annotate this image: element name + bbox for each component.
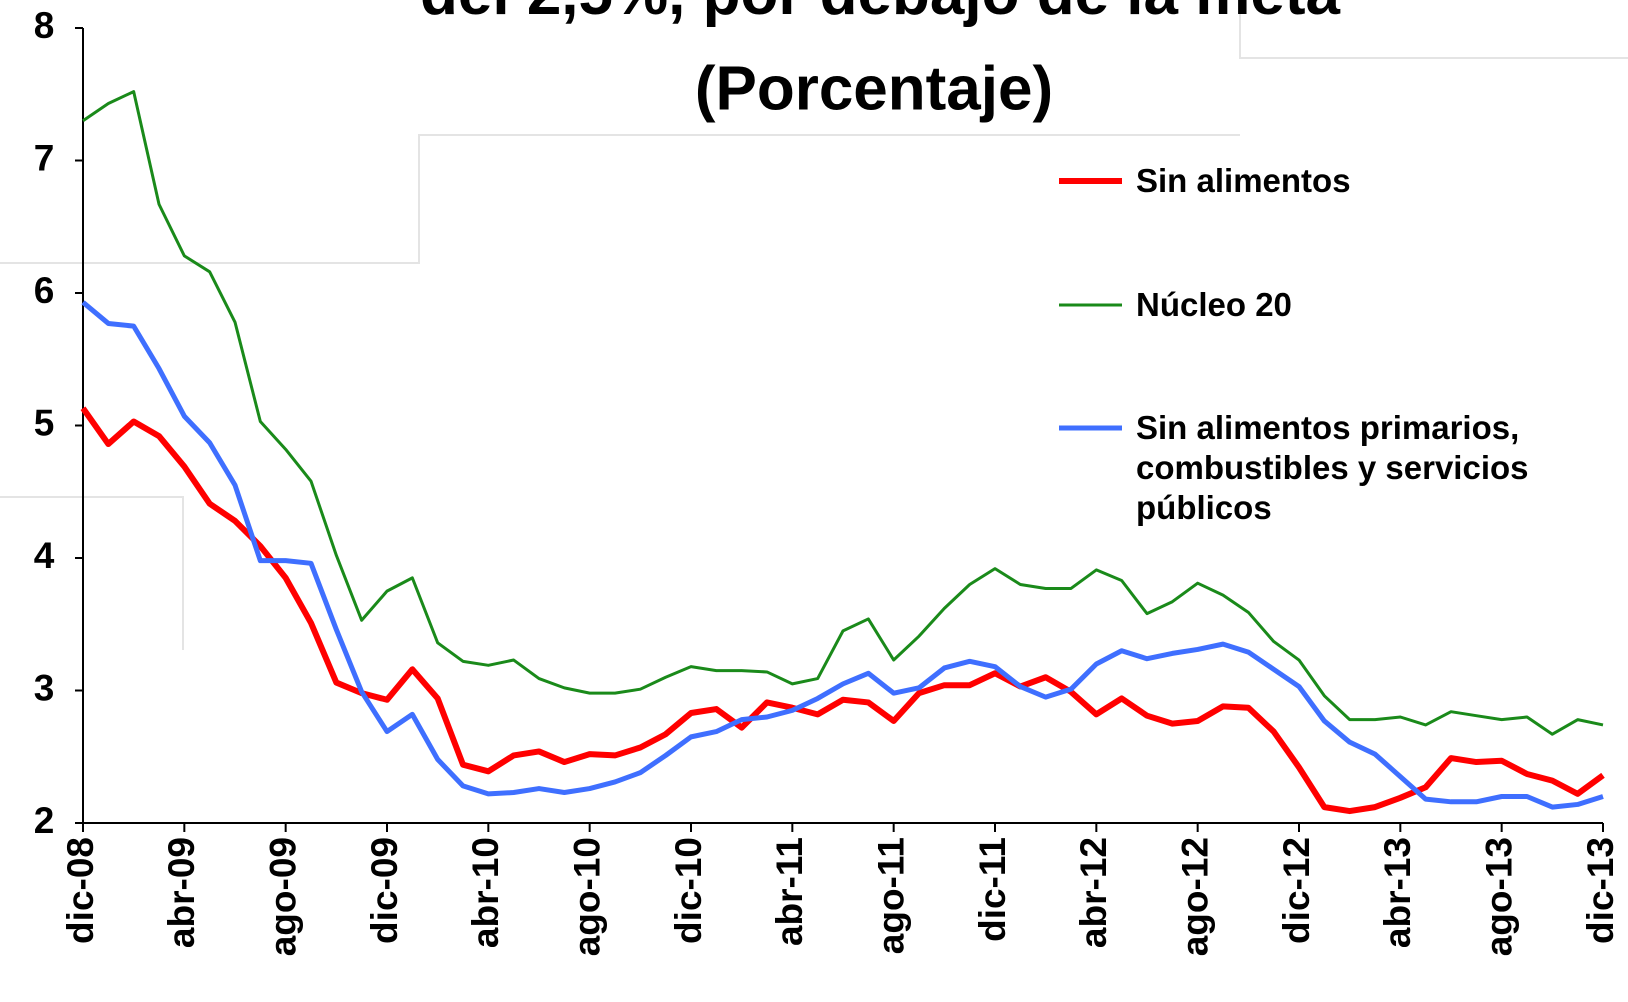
y-tick-label: 6 [34, 270, 55, 311]
y-tick-label: 5 [34, 402, 55, 443]
x-tick-label: dic-12 [1276, 837, 1317, 944]
x-tick-label: abr-10 [465, 837, 506, 948]
y-tick-label: 7 [34, 137, 55, 178]
x-tick-label: abr-09 [161, 837, 202, 948]
series-line [80, 406, 1605, 815]
y-tick-label: 2 [34, 800, 55, 841]
background-decor [0, 0, 1628, 650]
series-line [82, 90, 1604, 736]
legend-label: Núcleo 20 [1136, 286, 1292, 323]
legend-label: Sin alimentos [1136, 162, 1351, 199]
y-tick-label: 8 [34, 5, 55, 46]
x-tick-label: dic-13 [1580, 837, 1621, 944]
legend-label: Sin alimentos primarios, combustibles y … [1136, 409, 1529, 526]
x-tick-label: dic-09 [364, 837, 405, 944]
x-tick-label: abr-12 [1073, 837, 1114, 948]
y-tick-label: 4 [34, 535, 55, 576]
x-tick-label: ago-12 [1174, 837, 1215, 956]
x-tick-label: ago-13 [1478, 837, 1519, 956]
chart-subtitle: (Porcentaje) [695, 54, 1053, 123]
x-tick-label: abr-11 [769, 837, 810, 946]
x-tick-label: dic-10 [668, 837, 709, 944]
series-line [81, 300, 1604, 810]
x-tick-label: abr-13 [1377, 837, 1418, 948]
chart-title: del 2,5%, por debajo de la meta [420, 0, 1340, 28]
y-tick-label: 3 [34, 667, 55, 708]
x-tick-label: ago-10 [566, 837, 607, 956]
x-tick-label: dic-11 [972, 837, 1013, 942]
x-tick-label: dic-08 [60, 837, 101, 944]
x-tick-label: ago-09 [262, 837, 303, 956]
x-tick-label: ago-11 [870, 837, 911, 954]
